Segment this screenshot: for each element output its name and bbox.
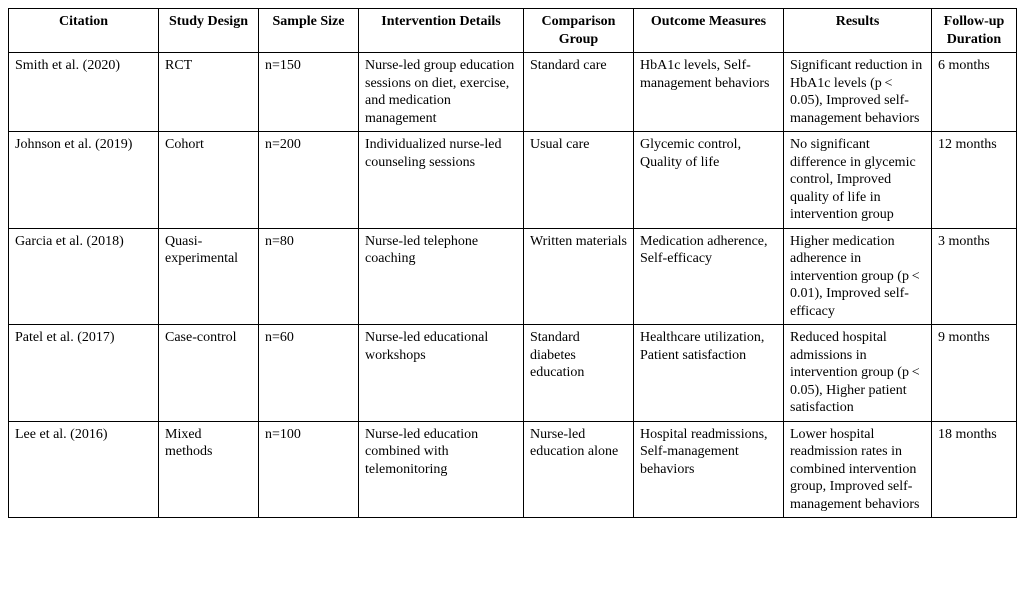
cell-outcome: Healthcare utilization, Patient satisfac… [634, 325, 784, 422]
cell-comparison: Nurse-led education alone [524, 421, 634, 518]
cell-followup: 12 months [932, 132, 1017, 229]
cell-design: Case-control [159, 325, 259, 422]
col-header-citation: Citation [9, 9, 159, 53]
cell-intervention: Individualized nurse-led counseling sess… [359, 132, 524, 229]
cell-results: Significant reduction in HbA1c levels (p… [784, 53, 932, 132]
cell-outcome: Hospital readmissions, Self-management b… [634, 421, 784, 518]
cell-citation: Johnson et al. (2019) [9, 132, 159, 229]
col-header-followup: Follow-up Duration [932, 9, 1017, 53]
col-header-intervention: Intervention Details [359, 9, 524, 53]
cell-results: Lower hospital readmission rates in comb… [784, 421, 932, 518]
table-row: Patel et al. (2017) Case-control n=60 Nu… [9, 325, 1017, 422]
cell-sample: n=60 [259, 325, 359, 422]
cell-followup: 3 months [932, 228, 1017, 325]
cell-design: Quasi-experimental [159, 228, 259, 325]
table-body: Smith et al. (2020) RCT n=150 Nurse-led … [9, 53, 1017, 518]
cell-comparison: Standard care [524, 53, 634, 132]
cell-citation: Garcia et al. (2018) [9, 228, 159, 325]
table-row: Lee et al. (2016) Mixed methods n=100 Nu… [9, 421, 1017, 518]
cell-design: RCT [159, 53, 259, 132]
cell-citation: Smith et al. (2020) [9, 53, 159, 132]
cell-sample: n=100 [259, 421, 359, 518]
cell-sample: n=150 [259, 53, 359, 132]
cell-outcome: HbA1c levels, Self-management behaviors [634, 53, 784, 132]
cell-outcome: Glycemic control, Quality of life [634, 132, 784, 229]
col-header-results: Results [784, 9, 932, 53]
evidence-table: Citation Study Design Sample Size Interv… [8, 8, 1017, 518]
table-row: Smith et al. (2020) RCT n=150 Nurse-led … [9, 53, 1017, 132]
table-row: Johnson et al. (2019) Cohort n=200 Indiv… [9, 132, 1017, 229]
col-header-sample: Sample Size [259, 9, 359, 53]
cell-results: Reduced hospital admissions in intervent… [784, 325, 932, 422]
cell-followup: 18 months [932, 421, 1017, 518]
col-header-outcome: Outcome Measures [634, 9, 784, 53]
cell-intervention: Nurse-led education combined with telemo… [359, 421, 524, 518]
cell-intervention: Nurse-led telephone coaching [359, 228, 524, 325]
table-header-row: Citation Study Design Sample Size Interv… [9, 9, 1017, 53]
cell-citation: Lee et al. (2016) [9, 421, 159, 518]
col-header-design: Study Design [159, 9, 259, 53]
table-header: Citation Study Design Sample Size Interv… [9, 9, 1017, 53]
cell-followup: 9 months [932, 325, 1017, 422]
cell-comparison: Usual care [524, 132, 634, 229]
cell-results: No significant difference in glycemic co… [784, 132, 932, 229]
cell-design: Mixed methods [159, 421, 259, 518]
cell-design: Cohort [159, 132, 259, 229]
cell-intervention: Nurse-led educational workshops [359, 325, 524, 422]
col-header-comparison: Comparison Group [524, 9, 634, 53]
cell-comparison: Written materials [524, 228, 634, 325]
cell-sample: n=200 [259, 132, 359, 229]
cell-followup: 6 months [932, 53, 1017, 132]
table-row: Garcia et al. (2018) Quasi-experimental … [9, 228, 1017, 325]
cell-results: Higher medication adherence in intervent… [784, 228, 932, 325]
cell-outcome: Medication adherence, Self-efficacy [634, 228, 784, 325]
cell-intervention: Nurse-led group education sessions on di… [359, 53, 524, 132]
cell-citation: Patel et al. (2017) [9, 325, 159, 422]
cell-sample: n=80 [259, 228, 359, 325]
cell-comparison: Standard diabetes education [524, 325, 634, 422]
